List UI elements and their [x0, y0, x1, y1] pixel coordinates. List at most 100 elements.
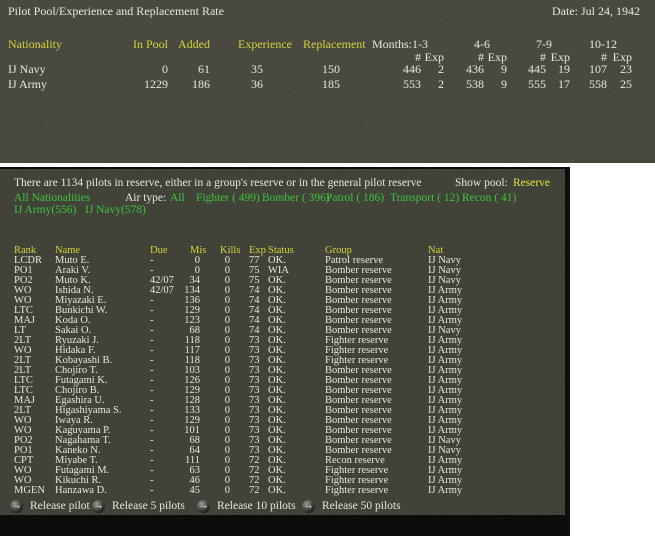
pilot-col-header-kills: Kills	[220, 245, 241, 256]
nation-filter[interactable]: IJ Navy(578)	[85, 204, 146, 216]
pilot-row[interactable]: 2LT Kobayashi B. - 118 0 73 OK. Fighter reserve…	[0, 355, 565, 366]
date-label: Date: Jul 24, 1942	[552, 4, 640, 18]
subheader-exp: Exp	[612, 50, 632, 64]
subheader-num: #	[540, 50, 546, 64]
pilot-cell-group: Fighter reserve	[325, 475, 389, 486]
pilot-cell-nat: IJ Army	[428, 385, 463, 396]
air-type-filter[interactable]: Recon ( 41)	[462, 192, 517, 204]
pilot-row[interactable]: WO Miyazaki E. - 136 0 74 OK. Bomber reserve IJ …	[0, 295, 565, 306]
air-type-filter[interactable]: Patrol ( 186)	[326, 192, 385, 204]
pool-cell-added: 61	[198, 62, 210, 76]
pilot-row[interactable]: 2LT Higashiyama S. - 133 0 73 OK. Bomber reserv…	[0, 405, 565, 416]
pilot-row[interactable]: LT Sakai O. - 68 0 74 OK. Bomber reserve IJ Navy	[0, 325, 565, 336]
air-type-filter[interactable]: All	[170, 192, 185, 204]
pilot-row[interactable]: LTC Bunkichi W. - 129 0 74 OK. Bomber reserve IJ…	[0, 305, 565, 316]
pilot-cell-status: OK.	[268, 435, 286, 446]
reserve-window: There are 1134 pilots in reserve, either…	[0, 167, 570, 536]
pilot-cell-rank: LTC	[14, 305, 33, 316]
pool-cell-in_pool: 0	[162, 62, 168, 76]
pilot-cell-mis: 129	[184, 305, 200, 316]
pilot-row[interactable]: MAJ Koda O. - 123 0 74 OK. Bomber reserve IJ Arm…	[0, 315, 565, 326]
pilot-cell-status: OK.	[268, 315, 286, 326]
col-header-experience: Experience	[238, 37, 292, 51]
pilot-row[interactable]: LTC Chojiro B. - 129 0 73 OK. Bomber reserve IJ …	[0, 385, 565, 396]
pilot-row[interactable]: WO Kikuchi R. - 46 0 72 OK. Fighter reserve IJ A…	[0, 475, 565, 486]
pilot-row[interactable]: WO Futagami M. - 63 0 72 OK. Fighter reserve IJ …	[0, 465, 565, 476]
pilot-cell-mis: 123	[184, 315, 200, 326]
pilot-cell-group: Fighter reserve	[325, 345, 389, 356]
pilot-cell-nat: IJ Navy	[428, 265, 461, 276]
pilot-row[interactable]: PO1 Araki V. - 0 0 75 WIA Bomber reserve IJ Navy	[0, 265, 565, 276]
pilot-cell-exp: 75	[249, 265, 260, 276]
pilot-row[interactable]: 2LT Chojiro T. - 103 0 73 OK. Bomber reserve IJ …	[0, 365, 565, 376]
reserve-summary: There are 1134 pilots in reserve, either…	[14, 177, 422, 189]
pool-cell-nationality: IJ Army	[8, 77, 47, 91]
pilot-cell-status: WIA	[268, 265, 289, 276]
pilot-row[interactable]: MAJ Egashira U. - 128 0 73 OK. Bomber reserve IJ…	[0, 395, 565, 406]
pool-cell-replacement: 150	[322, 62, 340, 76]
pilot-cell-name: Egashira U.	[55, 395, 105, 406]
pilot-cell-group: Bomber reserve	[325, 375, 392, 386]
pilot-row[interactable]: PO2 Nagahama T. - 68 0 73 OK. Bomber reserve IJ …	[0, 435, 565, 446]
pilot-cell-nat: IJ Army	[428, 475, 463, 486]
pilot-cell-nat: IJ Army	[428, 295, 463, 306]
pilot-row[interactable]: PO2 Muto K. 42/07 34 0 75 OK. Bomber reserve IJ …	[0, 275, 565, 286]
arrow-glyph: →	[93, 500, 104, 511]
pilot-row[interactable]: PO1 Kaneko N. - 64 0 73 OK. Bomber reserve IJ Na…	[0, 445, 565, 456]
pilot-cell-nat: IJ Army	[428, 465, 463, 476]
pilot-row[interactable]: WO Kaguyama P. - 101 0 73 OK. Bomber reserve IJ …	[0, 425, 565, 436]
pilot-row[interactable]: WO Ishida N. 42/07 134 0 74 OK. Bomber reserve I…	[0, 285, 565, 296]
release-button[interactable]: → Release 50 pilots	[302, 499, 401, 513]
pilot-row[interactable]: 2LT Ryuzaki J. - 118 0 73 OK. Fighter reserve IJ…	[0, 335, 565, 346]
release-button[interactable]: → Release 5 pilots	[92, 499, 185, 513]
show-pool-label: Show pool:	[455, 177, 508, 189]
pool-cell-m79_n: 445	[528, 62, 546, 76]
pilot-cell-mis: 118	[184, 335, 200, 346]
pilot-row[interactable]: LTC Futagami K. - 126 0 73 OK. Bomber reserve IJ…	[0, 375, 565, 386]
pilot-row[interactable]: WO Iwaya R. - 129 0 73 OK. Bomber reserve IJ Arm…	[0, 415, 565, 426]
pilot-row[interactable]: WO Hidaka F. - 117 0 73 OK. Fighter reserve IJ A…	[0, 345, 565, 356]
pool-cell-m79_e: 19	[558, 62, 570, 76]
pilot-cell-nat: IJ Army	[428, 335, 463, 346]
pilot-col-header-status: Status	[268, 245, 294, 256]
pilot-cell-group: Bomber reserve	[325, 275, 392, 286]
pilot-cell-due: -	[150, 465, 154, 476]
pilot-cell-mis: 129	[184, 415, 200, 426]
month-range-10-12: 10-12	[589, 37, 617, 51]
pilot-cell-mis: 117	[184, 345, 200, 356]
show-pool-value[interactable]: Reserve	[513, 177, 551, 189]
col-header-months: Months:	[372, 37, 413, 51]
pilot-cell-nat: IJ Army	[428, 365, 463, 376]
filter-all-nationalities[interactable]: All Nationalities	[14, 192, 91, 204]
pilot-cell-due: -	[150, 335, 154, 346]
pilot-cell-status: OK.	[268, 405, 286, 416]
pilot-row[interactable]: CPT Miyabe T. - 111 0 72 OK. Recon reserve IJ Ar…	[0, 455, 565, 466]
arrow-right-icon: →	[10, 499, 23, 513]
pilot-cell-exp: 75	[249, 275, 260, 286]
air-type-filter[interactable]: Fighter ( 499)	[196, 192, 260, 204]
release-button-label: Release 50 pilots	[322, 499, 401, 512]
pilot-cell-nat: IJ Army	[428, 455, 463, 466]
pilot-cell-nat: IJ Navy	[428, 255, 461, 266]
release-button-label: Release 10 pilots	[217, 499, 296, 512]
pilot-cell-status: OK.	[268, 415, 286, 426]
pilot-cell-exp: 72	[249, 465, 260, 476]
air-type-filter[interactable]: Transport ( 12)	[390, 192, 460, 204]
pool-cell-m13_e: 2	[438, 62, 444, 76]
pilot-cell-name: Muto K.	[55, 275, 91, 286]
subheader-num: #	[415, 50, 421, 64]
pool-cell-m1012_n: 107	[589, 62, 607, 76]
pilot-row[interactable]: MGEN Hanzawa D. - 45 0 72 OK. Fighter reserve IJ…	[0, 485, 565, 496]
pilot-cell-name: Araki V.	[55, 265, 91, 276]
pilot-cell-mis: 103	[184, 365, 200, 376]
pilot-cell-status: OK.	[268, 325, 286, 336]
release-button[interactable]: → Release 10 pilots	[197, 499, 296, 513]
air-type-filter[interactable]: Bomber ( 396)	[262, 192, 330, 204]
pilot-row[interactable]: LCDR Muto E. - 0 0 77 OK. Patrol reserve IJ Navy	[0, 255, 565, 266]
nation-filter[interactable]: IJ Army(556)	[14, 204, 77, 216]
pilot-cell-due: -	[150, 265, 154, 276]
release-button[interactable]: → Release pilot	[10, 499, 90, 513]
pilot-cell-due: -	[150, 365, 154, 376]
col-header-added: Added	[178, 37, 210, 51]
col-header-inpool: In Pool	[132, 37, 168, 51]
